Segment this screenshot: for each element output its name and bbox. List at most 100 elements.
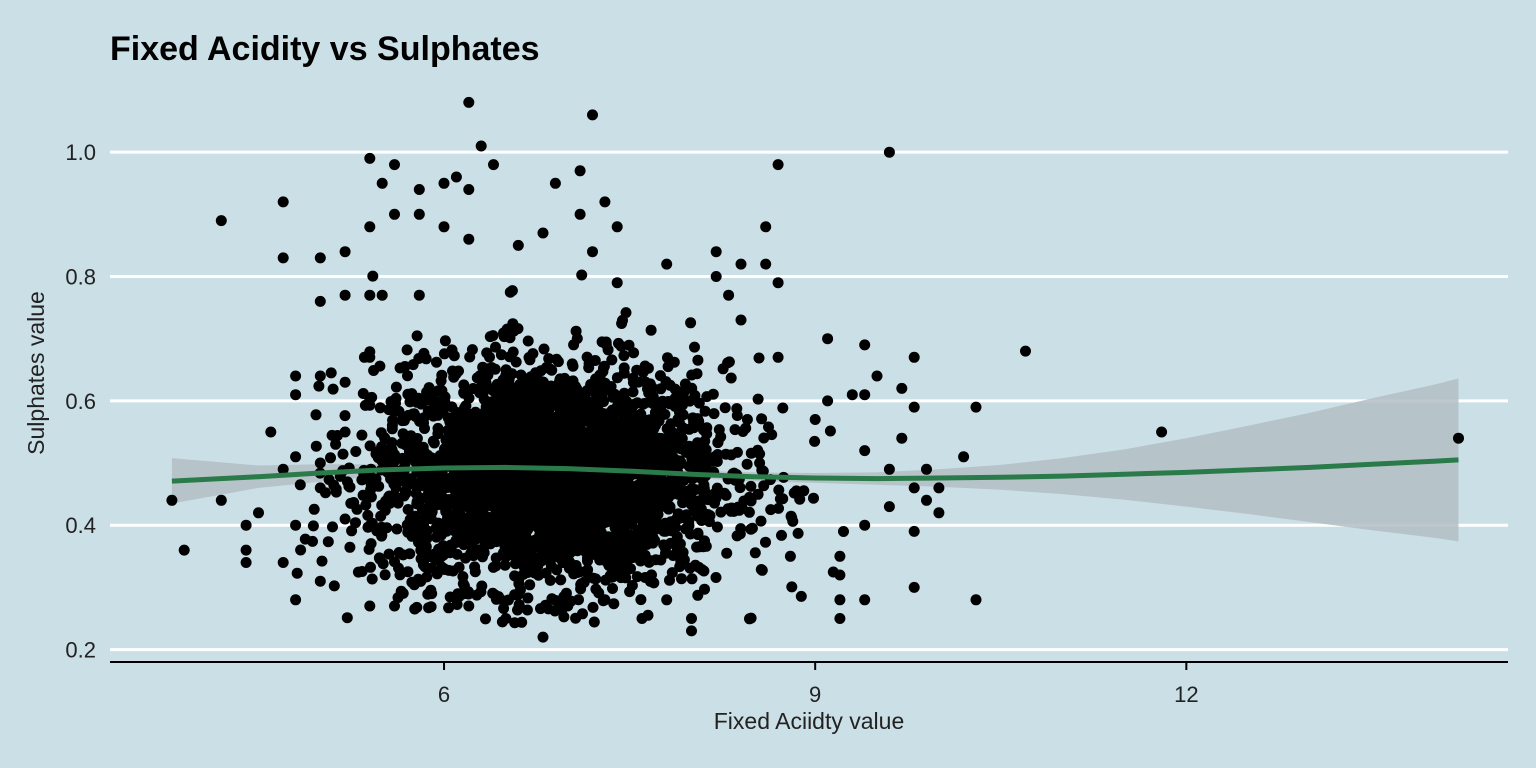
data-point (745, 495, 757, 507)
data-point (328, 479, 340, 491)
data-point (676, 433, 688, 445)
data-point (660, 543, 671, 554)
data-point (741, 414, 753, 425)
data-point (376, 177, 388, 189)
data-point (725, 372, 737, 384)
data-point (484, 331, 496, 343)
data-point (634, 524, 646, 536)
data-point (871, 370, 883, 382)
data-point (364, 440, 376, 452)
data-point (501, 387, 513, 399)
data-point (325, 452, 336, 464)
data-point (457, 535, 469, 547)
data-point (442, 412, 454, 424)
data-point (441, 525, 453, 537)
data-point (536, 490, 548, 502)
data-point (509, 570, 521, 582)
data-point (629, 448, 641, 460)
data-point (640, 376, 652, 388)
data-point (628, 347, 640, 359)
data-point (524, 354, 536, 366)
data-point (512, 239, 524, 251)
data-point (549, 523, 561, 535)
data-point (587, 109, 598, 121)
data-point (389, 600, 400, 612)
data-point (474, 387, 486, 399)
data-point (422, 469, 434, 481)
data-point (498, 595, 509, 607)
data-point (277, 463, 289, 475)
data-point (760, 258, 772, 270)
data-point (509, 589, 521, 601)
data-point (587, 601, 599, 613)
data-point (582, 564, 594, 576)
data-point (651, 485, 663, 497)
data-point (484, 351, 495, 363)
data-point (339, 289, 351, 301)
data-point (328, 580, 340, 592)
data-point (570, 560, 582, 571)
data-point (500, 513, 512, 525)
data-point (753, 352, 765, 364)
data-point (786, 512, 798, 524)
data-point (697, 424, 709, 436)
data-point (504, 431, 516, 443)
data-point (364, 351, 376, 363)
data-point (933, 507, 945, 519)
data-point (240, 519, 252, 531)
data-point (439, 443, 450, 455)
data-point (374, 402, 386, 414)
data-point (611, 277, 623, 289)
data-point (883, 463, 895, 475)
data-point (356, 566, 368, 577)
data-point (794, 493, 806, 505)
data-point (566, 447, 578, 459)
data-point (498, 327, 509, 339)
data-point (391, 523, 403, 535)
data-point (357, 489, 369, 501)
data-point (520, 532, 532, 544)
data-point (1156, 426, 1168, 438)
data-point (367, 270, 379, 282)
data-point (555, 574, 567, 586)
data-point (314, 295, 326, 307)
data-point (578, 496, 589, 508)
data-point (360, 499, 372, 511)
data-point (376, 289, 388, 301)
data-point (448, 449, 460, 461)
data-point (598, 396, 609, 408)
data-point (397, 587, 409, 599)
data-point (649, 407, 661, 418)
data-point (475, 494, 487, 506)
data-point (509, 471, 521, 483)
data-point (477, 551, 488, 563)
data-point (616, 407, 628, 419)
data-point (808, 492, 819, 504)
data-point (734, 482, 746, 494)
data-point (511, 499, 523, 511)
data-point (516, 425, 528, 437)
data-point (314, 370, 326, 382)
data-point (584, 435, 596, 447)
data-point (468, 550, 479, 562)
data-point (469, 566, 481, 578)
data-point (535, 533, 547, 545)
y-axis-ticks: 0.2 0.4 0.6 0.8 1.0 (65, 140, 96, 662)
data-point (325, 367, 337, 379)
data-point (240, 544, 252, 556)
data-point (489, 363, 501, 375)
data-point (602, 432, 614, 444)
data-point (505, 398, 517, 410)
data-point (772, 159, 784, 171)
data-point (681, 446, 693, 458)
data-point (413, 208, 425, 220)
data-point (520, 455, 532, 467)
data-point (530, 367, 542, 379)
data-point (386, 423, 398, 435)
data-point (681, 509, 692, 521)
data-point (498, 603, 510, 614)
data-point (307, 520, 319, 532)
data-point (438, 221, 450, 233)
data-point (809, 435, 821, 447)
data-point (357, 388, 369, 399)
